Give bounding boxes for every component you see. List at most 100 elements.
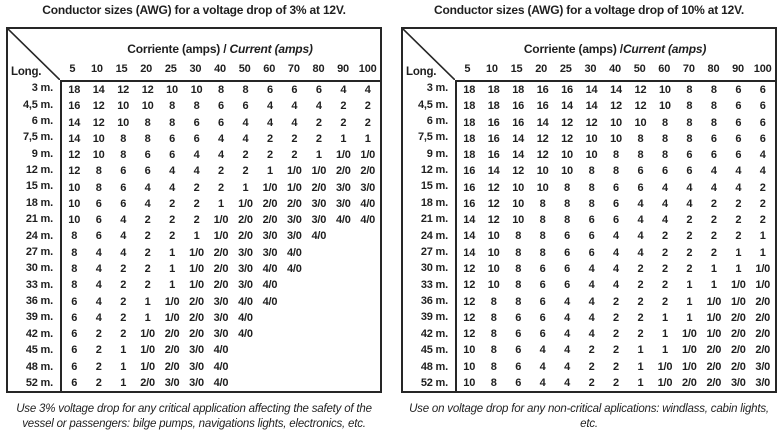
cell (233, 342, 257, 358)
cell: 4 (564, 311, 571, 324)
cell: 3/0 (730, 376, 746, 389)
row-label: 45 m. (25, 344, 53, 357)
cell: 4 (637, 197, 644, 210)
cell: 8 (515, 230, 522, 243)
cell: 8 (120, 149, 127, 162)
cell: 2 (637, 295, 644, 308)
current-header-plain: Corriente (amps) / (127, 42, 230, 56)
cell: 2 (218, 181, 224, 194)
cell: 1 (637, 376, 644, 389)
cell: 4 (242, 116, 249, 129)
cell: 4 (144, 181, 151, 194)
cell: 4 (218, 149, 224, 162)
cell: 6 (759, 116, 766, 129)
row-label: 9 m. (426, 147, 448, 160)
cell: 10 (512, 181, 525, 194)
column-header: 15 (115, 62, 128, 75)
cell: 1 (266, 165, 273, 178)
cell: 8 (564, 181, 571, 194)
cell: 3/0 (262, 246, 278, 259)
diagonal-line-icon (403, 29, 455, 80)
cell: 1 (661, 328, 668, 341)
column-header: 70 (682, 62, 695, 75)
cell: 2/0 (706, 360, 722, 373)
cell: 2 (588, 344, 595, 357)
cell: 2 (95, 328, 102, 341)
length-column: Long. 3 m. 4,5 m. 6 m. 7,5 m. 9 m. 12 m. 15 m.… (8, 29, 60, 391)
cell: 8 (120, 132, 127, 145)
cell: 12 (68, 149, 81, 162)
cell: 2 (120, 263, 127, 276)
cell (307, 342, 331, 358)
cell: 4 (564, 295, 571, 308)
cell: 12 (610, 100, 622, 113)
cell: 1 (242, 181, 249, 194)
cell: 3/0 (755, 376, 771, 389)
cell: 4 (95, 263, 102, 276)
cell: 2 (661, 263, 668, 276)
column-header: 10 (90, 62, 103, 75)
cell: 1 (735, 263, 742, 276)
cell: 2 (315, 132, 322, 145)
cell: 18 (463, 116, 476, 129)
cell: 1 (340, 132, 347, 145)
row-label: 27 m. (25, 245, 53, 258)
cell: 10 (92, 132, 105, 145)
column-header: 50 (633, 62, 646, 75)
cell: 6 (515, 311, 522, 324)
cell: 1/0 (730, 279, 746, 292)
cell (356, 342, 380, 358)
cell: 4 (169, 165, 176, 178)
cell: 12 (487, 214, 500, 227)
cell: 12 (634, 100, 647, 113)
cell: 4 (95, 246, 102, 259)
cell: 14 (68, 116, 81, 129)
cell: 8 (564, 197, 571, 210)
row-label: 4,5 m. (23, 98, 53, 111)
cell: 6 (71, 328, 78, 341)
cell: 4 (661, 181, 668, 194)
cell: 4 (340, 84, 347, 97)
cell: 4/0 (213, 376, 229, 389)
cell: 14 (463, 230, 476, 243)
cell (356, 228, 380, 244)
column-header: 20 (535, 62, 548, 75)
cell: 1 (169, 279, 176, 292)
cell: 12 (141, 84, 154, 97)
cell: 6 (515, 376, 522, 389)
cell: 1/0 (682, 360, 697, 373)
cell: 2 (95, 360, 102, 373)
cell: 14 (463, 214, 476, 227)
cell: 4 (315, 100, 322, 113)
cell: 2/0 (164, 344, 180, 357)
cell: 2 (364, 100, 371, 113)
cell: 10 (561, 149, 573, 162)
cell: 8 (661, 149, 668, 162)
conductor-table-3pct: Long. 3 m. 4,5 m. 6 m. 7,5 m. 9 m. 12 m. 15 m.… (6, 27, 382, 393)
cell: 3/0 (755, 360, 771, 373)
cell: 1/0 (682, 344, 697, 357)
cell: 8 (95, 181, 102, 194)
cell: 6 (613, 214, 619, 227)
cell: 1 (637, 344, 644, 357)
cell (282, 375, 306, 391)
column-header: 20 (140, 62, 153, 75)
data-column: Corriente (amps) / Current (amps) 5 10 15 2… (60, 29, 380, 391)
cell (331, 326, 355, 342)
cell: 2 (291, 132, 298, 145)
cell: 1/0 (140, 344, 155, 357)
row-label: 42 m. (420, 327, 448, 340)
cell: 4 (686, 181, 693, 194)
cell: 1 (735, 246, 742, 259)
cell (356, 326, 380, 342)
cell: 6 (759, 84, 766, 97)
cell: 1 (193, 230, 200, 243)
cell (258, 375, 282, 391)
table-header: Corriente (amps) / Current (amps) 5 10 15 20… (455, 29, 775, 82)
cell: 8 (686, 132, 693, 145)
cell: 6 (120, 197, 127, 210)
cell: 4 (120, 230, 127, 243)
cell: 2 (218, 165, 224, 178)
cell: 12 (92, 116, 105, 129)
cell: 4 (364, 84, 371, 97)
